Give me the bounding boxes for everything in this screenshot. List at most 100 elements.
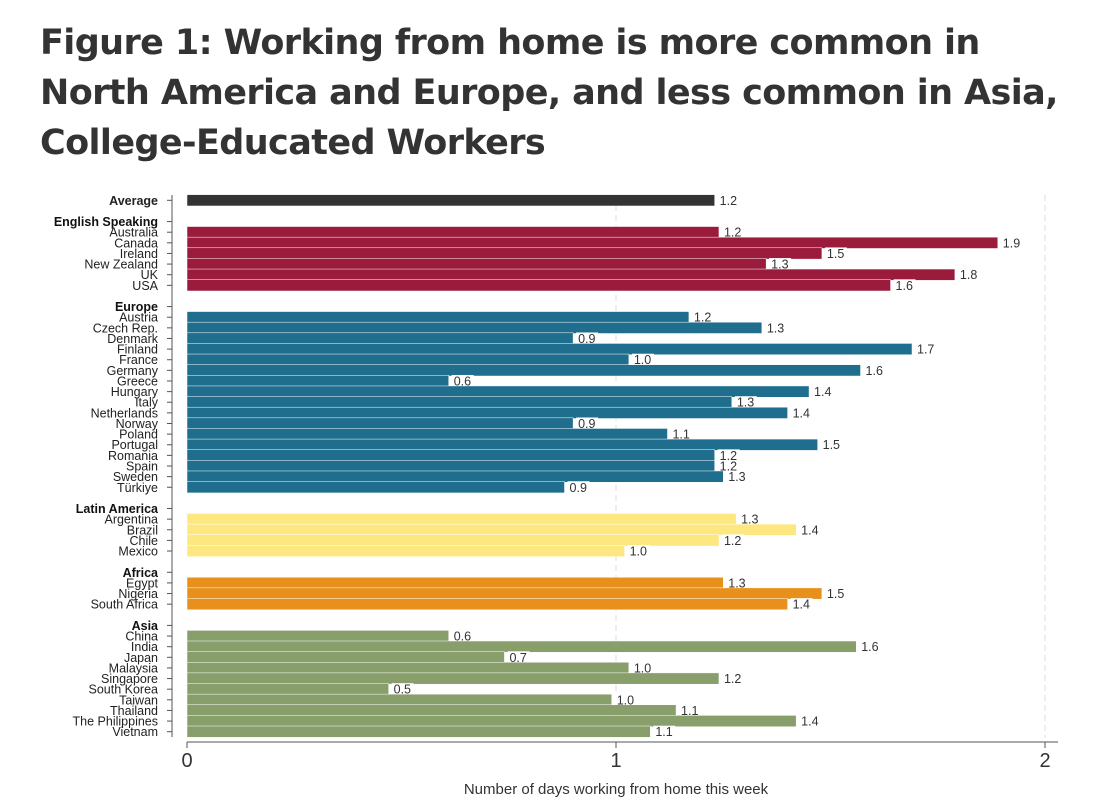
- data-label-thailand: 1.1: [681, 704, 698, 718]
- data-label-singapore: 1.2: [724, 672, 741, 686]
- bar-south-africa: [186, 598, 788, 611]
- y-tick-label-vietnam: Vietnam: [112, 725, 158, 739]
- data-label-malaysia: 1.0: [634, 661, 651, 675]
- data-label-germany: 1.6: [866, 364, 883, 378]
- bar-taiwan: [186, 693, 612, 706]
- data-label-canada: 1.9: [1003, 236, 1020, 250]
- bar-greece: [186, 375, 449, 387]
- data-label-bg-italy: [734, 396, 757, 408]
- data-label-usa: 1.6: [896, 279, 913, 293]
- x-tick-label-1: 1: [610, 750, 621, 772]
- data-label-australia: 1.2: [724, 226, 741, 240]
- data-label-bg-ireland: [824, 247, 847, 259]
- bar-layer: 1.21.21.91.51.31.81.61.21.30.91.71.01.60…: [186, 194, 1023, 739]
- data-label-japan: 0.7: [509, 651, 526, 665]
- data-label-bg-spain: [717, 460, 740, 471]
- data-label-bg-nigeria: [824, 587, 847, 599]
- group-header-asia: Asia: [132, 619, 159, 633]
- y-tick-label-the-philippines: The Philippines: [73, 715, 158, 729]
- data-label-bg-thailand: [679, 704, 702, 716]
- y-tick-label-italy: Italy: [135, 396, 159, 410]
- data-label-argentina: 1.3: [741, 513, 758, 527]
- data-label-bg-finland: [915, 343, 938, 355]
- bar-malaysia: [186, 662, 630, 674]
- y-tick-label-taiwan: Taiwan: [119, 693, 158, 707]
- data-label-greece: 0.6: [454, 374, 471, 388]
- axis-layer: 0 1 2 Average English SpeakingAustraliaCanad…: [54, 194, 1058, 772]
- data-label-spain: 1.2: [720, 460, 737, 474]
- y-tick-label-netherlands: Netherlands: [91, 406, 158, 420]
- data-label-bg-vietnam: [653, 725, 676, 737]
- data-label-chile: 1.2: [724, 534, 741, 548]
- y-tick-label-hungary: Hungary: [111, 385, 159, 399]
- y-tick-label-thailand: Thailand: [110, 704, 158, 718]
- data-label-france: 1.0: [634, 353, 651, 367]
- data-label-bg-malaysia: [631, 661, 654, 673]
- data-label-bg-australia: [721, 226, 744, 238]
- bar-vietnam: [186, 725, 651, 738]
- data-label-bg-czech-rep-: [764, 321, 787, 333]
- bar-south-korea: [186, 683, 389, 696]
- data-label-bg-poland: [670, 428, 693, 440]
- group-header-english-speaking: English Speaking: [54, 215, 158, 229]
- y-tick-label-canada: Canada: [114, 236, 158, 250]
- y-tick-label-south-korea: South Korea: [89, 683, 159, 697]
- data-label-bg-canada: [1000, 236, 1023, 248]
- bar-usa: [186, 279, 891, 292]
- data-label-bg-mexico: [627, 545, 650, 557]
- data-label-india: 1.6: [861, 640, 878, 654]
- bar-nigeria: [186, 587, 823, 600]
- data-label-mexico: 1.0: [630, 545, 647, 559]
- data-label-hungary: 1.4: [814, 385, 831, 399]
- data-label-bg-greece: [451, 374, 474, 386]
- y-tick-label-spain: Spain: [126, 460, 158, 474]
- y-tick-label-greece: Greece: [117, 374, 158, 388]
- y-tick-label-average: Average: [109, 194, 158, 208]
- data-label-bg-germany: [863, 364, 886, 376]
- data-label-china: 0.6: [454, 630, 471, 644]
- data-label-south-africa: 1.4: [793, 598, 810, 612]
- data-label-bg-average: [717, 194, 740, 206]
- data-label-bg-india: [859, 640, 882, 652]
- data-label-czech-rep-: 1.3: [767, 321, 784, 335]
- data-label-bg-france: [631, 353, 654, 365]
- bar-singapore: [186, 672, 720, 685]
- bar-austria: [186, 311, 690, 324]
- y-tick-label-argentina: Argentina: [104, 513, 158, 527]
- data-label-denmark: 0.9: [578, 332, 595, 346]
- data-label-bg-norway: [576, 417, 599, 429]
- data-label-romania: 1.2: [720, 449, 737, 463]
- y-tick-label-chile: Chile: [130, 534, 159, 548]
- y-tick-label-sweden: Sweden: [113, 470, 158, 484]
- y-tick-label-ireland: Ireland: [120, 247, 158, 261]
- bar-germany: [186, 364, 861, 377]
- bar-finland: [186, 343, 913, 356]
- data-label-bg-sweden: [726, 470, 749, 482]
- y-tick-label-south-africa: South Africa: [91, 598, 158, 612]
- y-tick-label-uk: UK: [141, 268, 159, 282]
- group-header-africa: Africa: [123, 566, 159, 580]
- data-label-bg-chile: [721, 534, 744, 546]
- data-label-bg-uk: [957, 268, 980, 280]
- y-tick-label-nigeria: Nigeria: [118, 587, 158, 601]
- data-label-ireland: 1.5: [827, 247, 844, 261]
- data-label-austria: 1.2: [694, 311, 711, 325]
- data-label-egypt: 1.3: [728, 576, 745, 590]
- data-label-bg-portugal: [820, 438, 843, 450]
- group-header-europe: Europe: [115, 300, 158, 314]
- y-tick-label-mexico: Mexico: [118, 545, 158, 559]
- bar-average: [186, 194, 715, 207]
- y-tick-label-t-rkiye: Türkiye: [117, 481, 158, 495]
- y-tick-label-australia: Australia: [109, 226, 158, 240]
- data-label-bg-taiwan: [614, 693, 637, 705]
- data-label-bg-romania: [717, 449, 740, 461]
- y-tick-label-poland: Poland: [119, 428, 158, 442]
- data-label-poland: 1.1: [672, 428, 689, 442]
- bar-hungary: [186, 385, 810, 398]
- y-tick-label-china: China: [125, 630, 158, 644]
- data-label-the-philippines: 1.4: [801, 715, 818, 729]
- data-label-bg-singapore: [721, 672, 744, 684]
- y-tick-label-germany: Germany: [107, 364, 159, 378]
- data-label-bg-egypt: [726, 576, 749, 588]
- data-label-bg-new-zealand: [769, 258, 792, 270]
